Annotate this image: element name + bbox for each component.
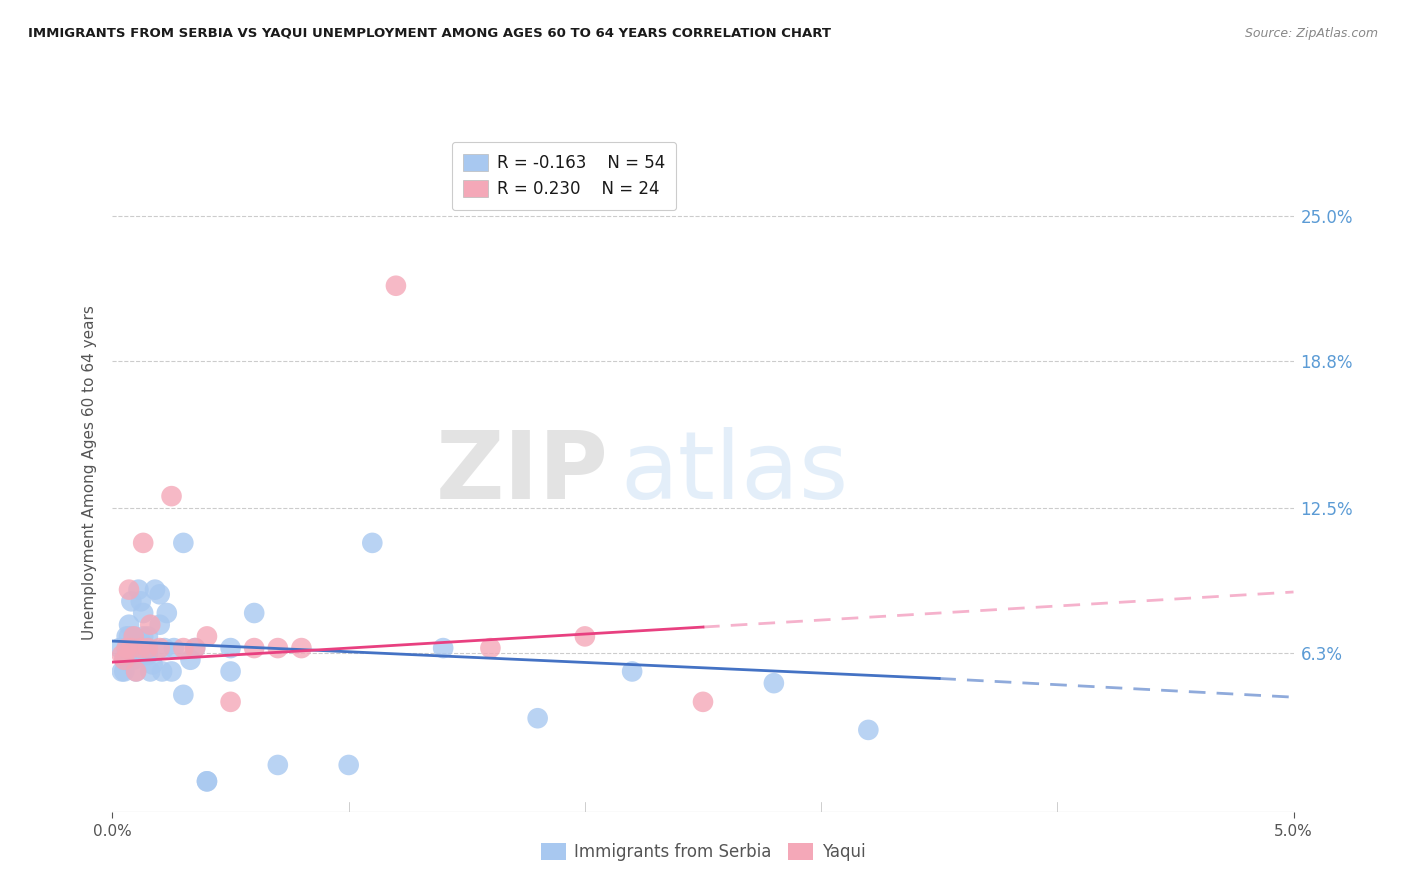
Point [195, 774, 218, 789]
Text: IMMIGRANTS FROM SERBIA VS YAQUI UNEMPLOYMENT AMONG AGES 60 TO 64 YEARS CORRELATI: IMMIGRANTS FROM SERBIA VS YAQUI UNEMPLOY… [28, 27, 831, 40]
Point [172, 688, 194, 702]
Point [136, 629, 159, 643]
Text: ZIP: ZIP [436, 426, 609, 519]
Point [526, 711, 548, 725]
Point [129, 641, 152, 656]
Text: atlas: atlas [620, 426, 849, 519]
Point [290, 641, 312, 656]
Legend: Immigrants from Serbia, Yaqui: Immigrants from Serbia, Yaqui [534, 837, 872, 868]
Point [621, 665, 644, 679]
Point [142, 657, 165, 672]
Point [118, 617, 141, 632]
Point [219, 665, 242, 679]
Point [118, 582, 141, 597]
Point [111, 648, 134, 662]
Point [267, 758, 290, 772]
Point [149, 641, 172, 656]
Point [120, 594, 142, 608]
Point [118, 641, 141, 656]
Point [163, 641, 186, 656]
Point [108, 641, 131, 656]
Point [132, 536, 155, 550]
Point [219, 695, 242, 709]
Point [149, 617, 172, 632]
Point [385, 278, 408, 293]
Point [132, 606, 155, 620]
Point [125, 641, 148, 656]
Point [125, 634, 148, 648]
Point [120, 641, 142, 656]
Point [136, 648, 159, 662]
Point [172, 536, 194, 550]
Point [195, 774, 218, 789]
Point [139, 617, 162, 632]
Point [219, 641, 242, 656]
Point [125, 665, 148, 679]
Point [127, 582, 149, 597]
Point [267, 641, 290, 656]
Point [115, 629, 138, 643]
Point [184, 641, 207, 656]
Point [243, 606, 266, 620]
Point [243, 641, 266, 656]
Point [692, 695, 714, 709]
Point [125, 665, 148, 679]
Point [129, 594, 152, 608]
Text: Source: ZipAtlas.com: Source: ZipAtlas.com [1244, 27, 1378, 40]
Point [136, 641, 159, 656]
Point [127, 641, 149, 656]
Point [858, 723, 880, 737]
Point [112, 653, 135, 667]
Point [118, 629, 141, 643]
Point [160, 665, 183, 679]
Point [111, 665, 134, 679]
Point [149, 587, 172, 601]
Y-axis label: Unemployment Among Ages 60 to 64 years: Unemployment Among Ages 60 to 64 years [82, 305, 97, 640]
Point [115, 641, 138, 656]
Point [195, 629, 218, 643]
Point [153, 641, 176, 656]
Point [143, 582, 166, 597]
Point [172, 641, 194, 656]
Point [762, 676, 785, 690]
Point [112, 653, 135, 667]
Point [135, 641, 157, 656]
Point [122, 629, 145, 643]
Point [184, 641, 207, 656]
Point [120, 641, 142, 656]
Point [160, 489, 183, 503]
Point [112, 665, 135, 679]
Point [337, 758, 360, 772]
Point [122, 629, 145, 643]
Point [115, 653, 138, 667]
Point [179, 653, 201, 667]
Point [129, 634, 152, 648]
Point [361, 536, 384, 550]
Point [122, 653, 145, 667]
Point [132, 629, 155, 643]
Point [135, 648, 157, 662]
Point [479, 641, 502, 656]
Point [432, 641, 454, 656]
Point [139, 665, 162, 679]
Point [156, 606, 179, 620]
Point [115, 641, 138, 656]
Point [574, 629, 596, 643]
Point [150, 665, 173, 679]
